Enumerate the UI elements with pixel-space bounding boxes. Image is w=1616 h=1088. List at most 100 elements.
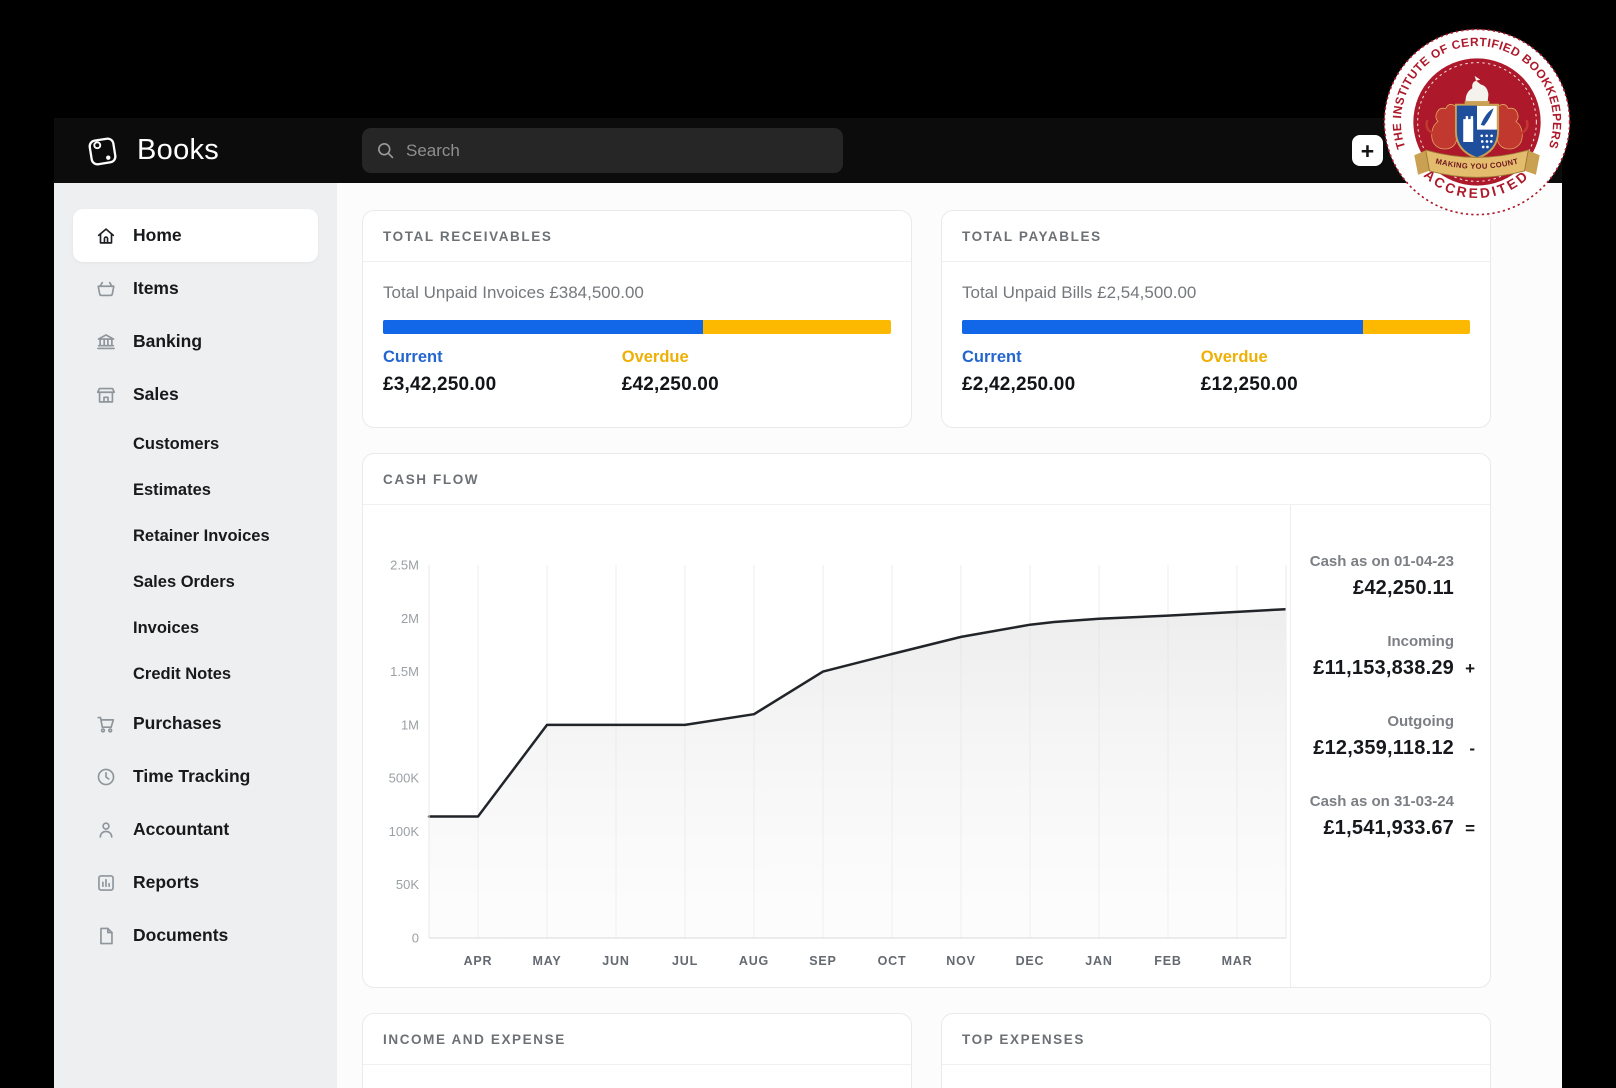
cash-flow-summary-row: Cash as on 01-04-23 £42,250.11 — [1291, 553, 1484, 600]
sidebar-item-label: Banking — [133, 331, 203, 351]
payables-card-title: TOTAL PAYABLES — [942, 211, 1490, 262]
sidebar-item-estimates[interactable]: Estimates — [73, 467, 318, 513]
sidebar-item-sales[interactable]: Sales — [73, 368, 318, 421]
sidebar-subitem-label: Estimates — [133, 480, 211, 499]
sidebar-item-credit-notes[interactable]: Credit Notes — [73, 651, 318, 697]
cash-flow-card-title: CASH FLOW — [363, 454, 1490, 505]
cash-flow-summary-row: Cash as on 31-03-24 £1,541,933.67 = — [1291, 793, 1484, 840]
top-expenses-card: TOP EXPENSES — [941, 1013, 1491, 1088]
search-bar[interactable] — [362, 128, 843, 173]
sidebar-item-retainer-invoices[interactable]: Retainer Invoices — [73, 513, 318, 559]
sidebar-item-time-tracking[interactable]: Time Tracking — [73, 750, 318, 803]
income-expense-card-title: INCOME AND EXPENSE — [363, 1014, 911, 1065]
summary-cards-row: TOTAL RECEIVABLES Total Unpaid Invoices … — [362, 210, 1562, 428]
store-icon — [95, 384, 117, 406]
cash-flow-summary-row: Incoming £11,153,838.29 + — [1291, 633, 1484, 680]
sidebar-subitem-label: Customers — [133, 434, 220, 453]
sidebar-nav: Home Items Banking Sales Customers Estim… — [54, 183, 337, 1088]
shield-icon — [1454, 103, 1500, 160]
total-payables-card: TOTAL PAYABLES Total Unpaid Bills £2,54,… — [941, 210, 1491, 428]
sidebar-item-accountant[interactable]: Accountant — [73, 803, 318, 856]
home-icon — [95, 225, 117, 247]
svg-text:500K: 500K — [389, 771, 420, 786]
summary-row-label: Incoming — [1387, 633, 1454, 650]
sidebar-item-banking[interactable]: Banking — [73, 315, 318, 368]
bank-icon — [95, 331, 117, 353]
svg-text:JAN: JAN — [1085, 954, 1112, 968]
sidebar-item-label: Time Tracking — [133, 766, 251, 786]
top-header: Books + — [54, 118, 1562, 183]
sidebar-subitem-label: Credit Notes — [133, 664, 232, 683]
top-expenses-card-title: TOP EXPENSES — [942, 1014, 1490, 1065]
payables-current-segment — [962, 320, 1364, 334]
cash-flow-area-chart: 0 50K 100K 500K 1M 1.5M 2M 2.5M APR MAY JUN JUL AUG S… — [389, 558, 1287, 968]
sidebar-item-label: Purchases — [133, 713, 222, 733]
sidebar-item-label: Accountant — [133, 819, 230, 839]
document-icon — [95, 925, 117, 947]
lion-right-icon — [1493, 104, 1529, 150]
icb-accredited-badge: THE INSTITUTE OF CERTIFIED BOOKKEEPERS •… — [1383, 28, 1571, 216]
bottom-cards-row: INCOME AND EXPENSE TOP EXPENSES — [362, 1013, 1562, 1088]
cash-flow-summary: Cash as on 01-04-23 £42,250.11 Incoming … — [1290, 505, 1490, 987]
sidebar-item-label: Reports — [133, 872, 200, 892]
books-logo-icon — [82, 130, 124, 172]
svg-text:NOV: NOV — [946, 954, 976, 968]
summary-row-value: £11,153,838.29 — [1313, 657, 1454, 679]
sidebar-item-label: Items — [133, 278, 179, 298]
badge-crest: MAKING YOU COUNT — [1414, 75, 1540, 178]
total-receivables-card: TOTAL RECEIVABLES Total Unpaid Invoices … — [362, 210, 912, 428]
sidebar-subitem-label: Retainer Invoices — [133, 526, 270, 545]
summary-row-operator: + — [1465, 659, 1475, 678]
search-icon — [378, 143, 394, 159]
svg-text:JUN: JUN — [602, 954, 629, 968]
sidebar-item-label: Sales — [133, 384, 179, 404]
sidebar-item-customers[interactable]: Customers — [73, 421, 318, 467]
horse-crest-icon — [1464, 75, 1490, 105]
summary-row-operator: = — [1465, 819, 1475, 838]
cart-icon — [95, 713, 117, 735]
income-and-expense-card: INCOME AND EXPENSE — [362, 1013, 912, 1088]
sidebar-item-items[interactable]: Items — [73, 262, 318, 315]
payables-current-value: £2,42,250.00 — [962, 374, 1076, 395]
sidebar-item-purchases[interactable]: Purchases — [73, 697, 318, 750]
receivables-progress-bar — [383, 320, 891, 334]
receivables-subtitle: Total Unpaid Invoices £384,500.00 — [383, 283, 644, 302]
svg-text:1.5M: 1.5M — [390, 664, 419, 679]
main-content: TOTAL RECEIVABLES Total Unpaid Invoices … — [337, 183, 1562, 1088]
receivables-current-segment — [383, 320, 704, 334]
sidebar-subitem-label: Invoices — [133, 618, 200, 637]
svg-text:MAR: MAR — [1222, 954, 1253, 968]
payables-subtitle: Total Unpaid Bills £2,54,500.00 — [962, 283, 1197, 302]
cash-flow-summary-row: Outgoing £12,359,118.12 - — [1291, 713, 1484, 760]
app-logo[interactable]: Books — [82, 128, 219, 173]
summary-row-label: Cash as on 01-04-23 — [1309, 553, 1454, 570]
search-input[interactable] — [406, 140, 829, 161]
cash-flow-chart: 0 50K 100K 500K 1M 1.5M 2M 2.5M APR MAY JUN JUL AUG S… — [363, 505, 1290, 987]
sidebar-item-reports[interactable]: Reports — [73, 856, 318, 909]
sidebar-item-sales-orders[interactable]: Sales Orders — [73, 559, 318, 605]
svg-text:JUL: JUL — [672, 954, 698, 968]
svg-text:100K: 100K — [389, 824, 420, 839]
summary-row-value: £1,541,933.67 — [1323, 817, 1454, 839]
add-new-button[interactable]: + — [1352, 135, 1383, 166]
receivables-current-value: £3,42,250.00 — [383, 374, 497, 395]
svg-text:1M: 1M — [401, 717, 419, 732]
app-shell: Home Items Banking Sales Customers Estim… — [54, 183, 1562, 1088]
svg-text:MAY: MAY — [532, 954, 561, 968]
ribbon-banner: MAKING YOU COUNT — [1414, 149, 1540, 178]
sidebar-item-home[interactable]: Home — [73, 209, 318, 262]
svg-text:2.5M: 2.5M — [390, 558, 419, 573]
payables-current-label: Current — [962, 348, 1022, 366]
sidebar-item-label: Home — [133, 225, 182, 245]
summary-row-value: £42,250.11 — [1353, 577, 1454, 599]
sidebar-item-label: Documents — [133, 925, 229, 945]
svg-text:APR: APR — [464, 954, 493, 968]
payables-overdue-label: Overdue — [1200, 348, 1268, 366]
sidebar-item-documents[interactable]: Documents — [73, 909, 318, 962]
svg-text:FEB: FEB — [1154, 954, 1181, 968]
clock-icon — [95, 766, 117, 788]
svg-text:SEP: SEP — [809, 954, 836, 968]
cash-flow-card: CASH FLOW 0 50K 100K 500K 1M 1.5M 2M 2.5M APR MAY… — [362, 453, 1491, 988]
sidebar-item-invoices[interactable]: Invoices — [73, 605, 318, 651]
chart-icon — [95, 872, 117, 894]
